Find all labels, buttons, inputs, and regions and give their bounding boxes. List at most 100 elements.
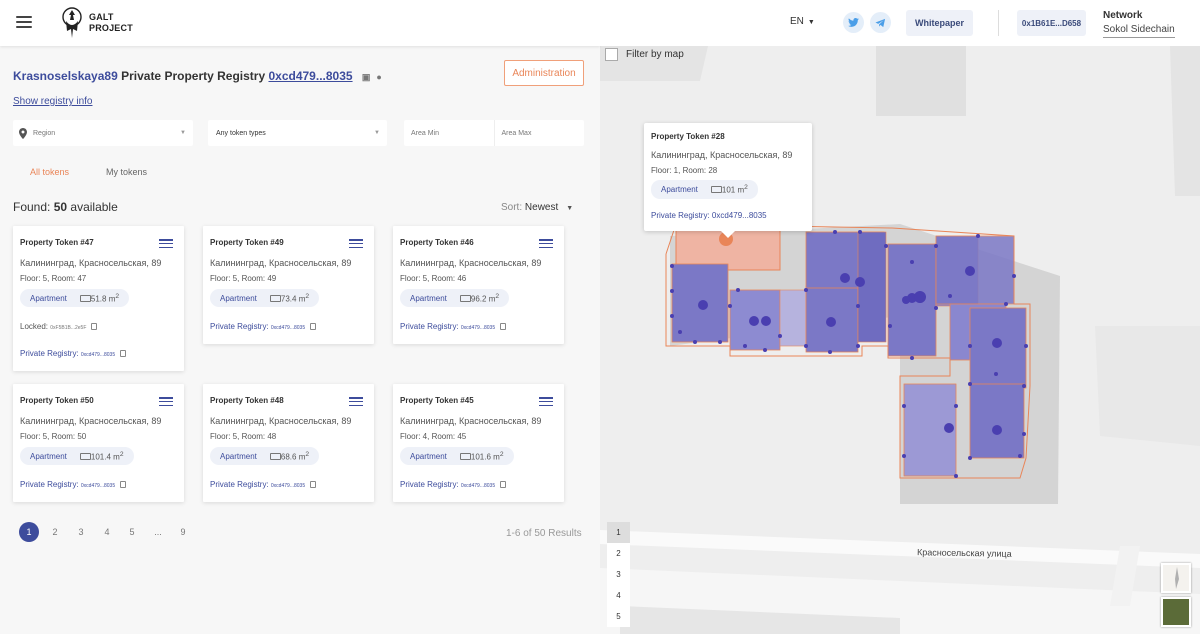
card-menu-icon[interactable] — [539, 397, 553, 406]
clipboard-icon[interactable] — [91, 323, 98, 330]
token-type-pill[interactable]: Apartment 68.6 m2 — [210, 447, 320, 465]
token-floor: Floor: 5, Room: 46 — [400, 274, 467, 283]
floor-3[interactable]: 3 — [616, 570, 621, 579]
popup-type-pill[interactable]: Apartment 101 m2 — [651, 180, 758, 199]
card-menu-icon[interactable] — [539, 239, 553, 248]
map-style-switch[interactable] — [1161, 563, 1191, 593]
clipboard-icon[interactable] — [120, 350, 127, 357]
private-registry-link[interactable]: Private Registry: 0xcd479...8035 — [20, 349, 127, 358]
menu-icon[interactable] — [16, 16, 32, 28]
caret-down-icon: ▼ — [180, 130, 186, 136]
private-registry-link[interactable]: Private Registry: 0xcd479...8035 — [210, 480, 317, 489]
show-registry-info-link[interactable]: Show registry info — [13, 96, 93, 107]
language-label: EN — [790, 16, 804, 27]
page-5[interactable]: 5 — [129, 527, 135, 537]
sort-select[interactable]: Newest — [524, 202, 559, 213]
info-icon[interactable]: ● — [376, 72, 382, 82]
telegram-icon[interactable] — [870, 12, 891, 33]
filter-by-map-checkbox[interactable] — [605, 48, 618, 61]
token-type-select[interactable]: Any token types ▼ — [208, 120, 387, 146]
clipboard-icon[interactable] — [500, 323, 507, 330]
popup-area: 101 m2 — [721, 184, 748, 195]
token-type-pill[interactable]: Apartment 73.4 m2 — [210, 289, 320, 307]
token-title[interactable]: Property Token #49 — [210, 238, 284, 247]
token-area: 73.4 m2 — [280, 292, 310, 304]
map-token-popup[interactable]: Property Token #28 Калининград, Красносе… — [644, 123, 812, 238]
locked-label: Locked: — [20, 322, 51, 331]
token-type-pill[interactable]: Apartment 96.2 m2 — [400, 289, 510, 307]
clipboard-icon[interactable] — [120, 481, 127, 488]
token-card[interactable]: Property Token #45 Калининград, Красносе… — [393, 384, 564, 502]
token-card[interactable]: Property Token #49 Калининград, Красносе… — [203, 226, 374, 344]
results-count: 1-6 of 50 Results — [506, 528, 582, 539]
whitepaper-button[interactable]: Whitepaper — [906, 10, 973, 36]
area-icon — [80, 452, 91, 460]
sort-control: Sort: Newest ▼ — [501, 202, 573, 213]
logo-line-1: GALT — [89, 12, 114, 22]
page-title: Krasnoselskaya89 Private Property Regist… — [13, 69, 382, 83]
floor-1[interactable]: 1 — [607, 522, 630, 543]
area-min-input[interactable]: Area Min — [411, 129, 440, 137]
token-card[interactable]: Property Token #48 Калининград, Красносе… — [203, 384, 374, 502]
popup-title[interactable]: Property Token #28 — [651, 132, 725, 141]
wallet-address-button[interactable]: 0x1B61E...D658 — [1017, 10, 1086, 36]
private-registry-link[interactable]: Private Registry: 0xcd479...8035 — [210, 322, 317, 331]
tab-all-tokens[interactable]: All tokens — [30, 167, 70, 177]
caret-down-icon[interactable]: ▼ — [566, 205, 574, 212]
floor-2[interactable]: 2 — [616, 549, 621, 558]
private-registry-link[interactable]: Private Registry: 0xcd479...8035 — [20, 480, 127, 489]
page-9[interactable]: 9 — [180, 527, 186, 537]
registry-name-link[interactable]: Krasnoselskaya89 — [13, 69, 118, 83]
registry-address-link[interactable]: 0xcd479...8035 — [268, 69, 353, 83]
private-registry-link[interactable]: Private Registry: 0xcd479...8035 — [400, 480, 507, 489]
token-type: Apartment — [30, 451, 67, 461]
network-selector[interactable]: Sokol Sidechain — [1103, 23, 1175, 38]
token-title[interactable]: Property Token #46 — [400, 238, 474, 247]
logo-line-2: PROJECT — [89, 23, 133, 33]
token-card[interactable]: Property Token #50 Калининград, Красносе… — [13, 384, 184, 502]
token-card[interactable]: Property Token #47 Калининград, Красносе… — [13, 226, 184, 371]
token-type-pill[interactable]: Apartment 51.8 m2 — [20, 289, 130, 307]
page-3[interactable]: 3 — [78, 527, 84, 537]
card-menu-icon[interactable] — [349, 397, 363, 406]
page-1[interactable]: 1 — [19, 522, 39, 542]
area-range: Area Min Area Max — [404, 120, 584, 146]
map[interactable]: Filter by map Property Token #28 Калинин… — [600, 46, 1200, 634]
card-menu-icon[interactable] — [349, 239, 363, 248]
clipboard-icon[interactable] — [500, 481, 507, 488]
token-title[interactable]: Property Token #47 — [20, 238, 94, 247]
clipboard-icon[interactable] — [310, 481, 317, 488]
token-type-value: Any token types — [216, 129, 266, 137]
floor-5[interactable]: 5 — [616, 612, 621, 621]
language-selector[interactable]: EN ▼ — [790, 16, 815, 27]
area-icon — [270, 294, 281, 302]
token-floor: Floor: 5, Room: 49 — [210, 274, 277, 283]
card-menu-icon[interactable] — [159, 397, 173, 406]
administration-button[interactable]: Administration — [504, 60, 584, 86]
map-canvas[interactable] — [600, 46, 1200, 634]
private-registry-link[interactable]: Private Registry: 0xcd479...8035 — [400, 322, 507, 331]
area-icon — [80, 294, 91, 302]
page-4[interactable]: 4 — [104, 527, 110, 537]
clipboard-icon[interactable] — [310, 323, 317, 330]
popup-registry-link[interactable]: Private Registry: 0xcd479...8035 — [651, 211, 767, 220]
token-type-pill[interactable]: Apartment 101.4 m2 — [20, 447, 134, 465]
galt-logo[interactable] — [60, 7, 84, 39]
region-select[interactable]: Region ▼ — [13, 120, 193, 146]
twitter-icon[interactable] — [843, 12, 864, 33]
floor-4[interactable]: 4 — [616, 591, 621, 600]
tab-my-tokens[interactable]: My tokens — [106, 167, 148, 177]
page-2[interactable]: 2 — [52, 527, 58, 537]
copy-icon[interactable]: ▣ — [361, 72, 371, 82]
area-max-input[interactable]: Area Max — [493, 120, 585, 146]
token-card[interactable]: Property Token #46 Калининград, Красносе… — [393, 226, 564, 344]
logo-text[interactable]: GALT PROJECT — [89, 12, 133, 34]
map-layer-icon — [1175, 567, 1179, 589]
token-floor: Floor: 5, Room: 47 — [20, 274, 87, 283]
token-title[interactable]: Property Token #50 — [20, 396, 94, 405]
card-menu-icon[interactable] — [159, 239, 173, 248]
token-type-pill[interactable]: Apartment 101.6 m2 — [400, 447, 514, 465]
token-title[interactable]: Property Token #48 — [210, 396, 284, 405]
satellite-style-switch[interactable] — [1161, 597, 1191, 627]
token-title[interactable]: Property Token #45 — [400, 396, 474, 405]
